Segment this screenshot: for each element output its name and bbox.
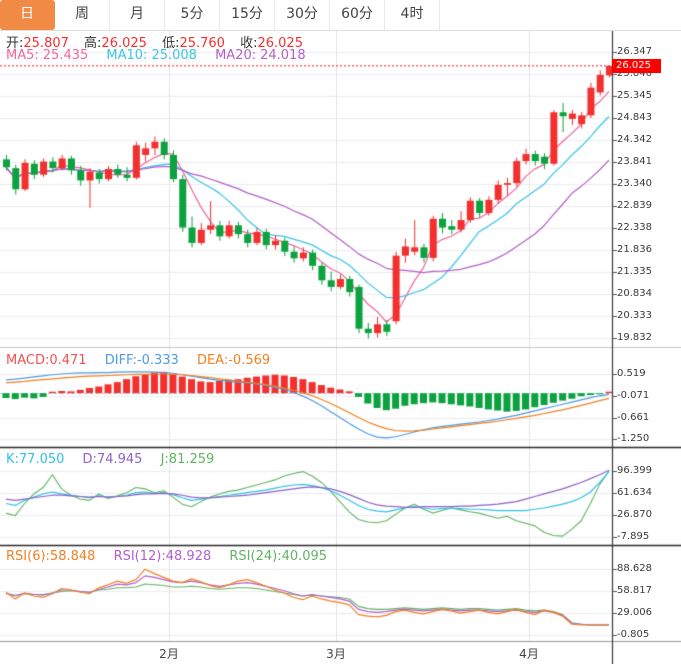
x-axis-label-mar: 3月 bbox=[326, 647, 346, 661]
x-axis-label-feb: 2月 bbox=[159, 647, 179, 661]
macd-axis-label: -0.071 bbox=[617, 390, 650, 401]
ohlc-close: 收:26.025 bbox=[240, 36, 303, 51]
rsi24-value: RSI(24):40.095 bbox=[229, 549, 328, 564]
ma20-value: MA20: 24.018 bbox=[215, 48, 306, 63]
y-axis-label: 25.846 bbox=[617, 68, 652, 79]
rsi-axis-label: 58.817 bbox=[617, 585, 652, 596]
y-axis-label: 20.834 bbox=[617, 288, 652, 299]
tab-30min[interactable]: 30分 bbox=[275, 0, 330, 30]
ohlc-low: 低:25.760 bbox=[162, 36, 225, 51]
y-axis-label: 20.333 bbox=[617, 310, 652, 321]
rsi-axis-label: -0.805 bbox=[617, 629, 650, 640]
macd-value: MACD:0.471 bbox=[6, 353, 87, 368]
ohlc-open: 开:25.807 bbox=[6, 36, 69, 51]
j-value: J:81.259 bbox=[160, 452, 215, 467]
macd-axis-label: 0.519 bbox=[617, 368, 646, 379]
dea-value: DEA:-0.569 bbox=[196, 353, 271, 368]
rsi6-value: RSI(6):58.848 bbox=[6, 549, 96, 564]
y-axis-label: 22.338 bbox=[617, 222, 652, 233]
tab-4hour[interactable]: 4时 bbox=[385, 0, 440, 30]
rsi-axis-label: 29.006 bbox=[617, 607, 652, 618]
y-axis-label: 21.335 bbox=[617, 266, 652, 277]
macd-legend: MACD:0.471 DIFF:-0.333 DEA:-0.569 bbox=[6, 353, 284, 368]
y-axis-label: 21.836 bbox=[617, 244, 652, 255]
ma-legend: MA5: 25.435 MA10: 25.008 MA20: 24.018 bbox=[6, 48, 320, 63]
tab-60min[interactable]: 60分 bbox=[330, 0, 385, 30]
kdj-axis-label: 26.870 bbox=[617, 509, 652, 520]
y-axis-label: 24.342 bbox=[617, 134, 652, 145]
tab-5min[interactable]: 5分 bbox=[165, 0, 220, 30]
tab-15min[interactable]: 15分 bbox=[220, 0, 275, 30]
rsi-axis-label: 88.628 bbox=[617, 563, 652, 574]
ohlc-high: 高:26.025 bbox=[84, 36, 147, 51]
tab-month[interactable]: 月 bbox=[110, 0, 165, 30]
tab-week[interactable]: 周 bbox=[55, 0, 110, 30]
d-value: D:74.945 bbox=[82, 452, 143, 467]
timeframe-tabbar: 日 周 月 5分 15分 30分 60分 4时 bbox=[0, 0, 681, 31]
ohlc-legend: 开:25.807 高:26.025 低:25.760 收:26.025 bbox=[6, 32, 314, 51]
rsi-legend: RSI(6):58.848 RSI(12):48.928 RSI(24):40.… bbox=[6, 549, 341, 564]
y-axis-label: 24.843 bbox=[617, 112, 652, 123]
y-axis-label: 23.841 bbox=[617, 156, 652, 167]
kdj-axis-label: 61.634 bbox=[617, 487, 652, 498]
diff-value: DIFF:-0.333 bbox=[104, 353, 179, 368]
kdj-axis-label: -7.895 bbox=[617, 531, 650, 542]
ma10-value: MA10: 25.008 bbox=[106, 48, 197, 63]
ma5-value: MA5: 25.435 bbox=[6, 48, 89, 63]
y-axis-label: 23.340 bbox=[617, 178, 652, 189]
x-axis-label-apr: 4月 bbox=[519, 647, 539, 661]
current-price-badge: 26.025 bbox=[612, 59, 661, 73]
y-axis-label: 25.345 bbox=[617, 90, 652, 101]
rsi12-value: RSI(12):48.928 bbox=[113, 549, 212, 564]
y-axis-label: 22.839 bbox=[617, 200, 652, 211]
macd-axis-label: -1.250 bbox=[617, 433, 650, 444]
y-axis-label: 19.832 bbox=[617, 332, 652, 343]
kdj-legend: K:77.050 D:74.945 J:81.259 bbox=[6, 452, 228, 467]
k-value: K:77.050 bbox=[6, 452, 65, 467]
tab-day[interactable]: 日 bbox=[0, 0, 55, 30]
kdj-axis-label: 96.399 bbox=[617, 465, 652, 476]
y-axis-label: 26.347 bbox=[617, 46, 652, 57]
macd-axis-label: -0.661 bbox=[617, 412, 650, 423]
